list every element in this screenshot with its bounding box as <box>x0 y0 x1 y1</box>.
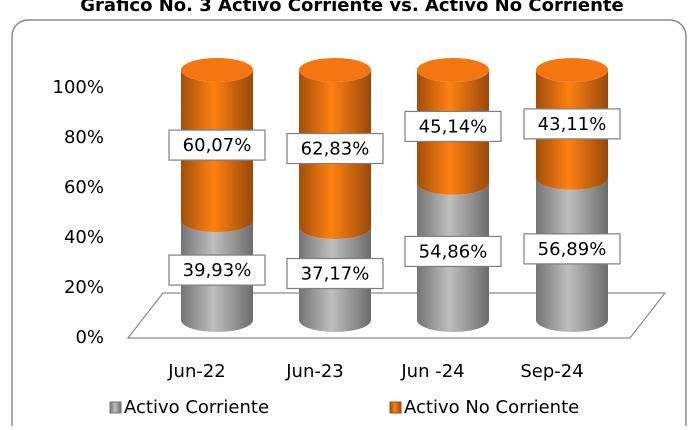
data-label: 45,14% <box>419 116 488 137</box>
data-label-box <box>168 254 266 286</box>
data-label: 60,07% <box>183 135 252 156</box>
y-tick-label: 80% <box>64 127 104 148</box>
data-label: 39,93% <box>183 260 252 281</box>
data-label: 56,89% <box>538 239 607 260</box>
data-label: 43,11% <box>538 114 607 135</box>
legend-swatch <box>389 401 402 414</box>
data-label-box <box>404 235 502 268</box>
data-label-box <box>286 257 384 290</box>
x-tick-label: Jun-22 <box>167 361 226 382</box>
floor <box>126 292 667 339</box>
bar-top <box>299 58 371 82</box>
legend-swatch <box>109 401 122 414</box>
bar-top <box>536 58 608 82</box>
x-tick-label: Jun-23 <box>285 361 344 382</box>
y-tick-label: 60% <box>64 177 104 198</box>
data-label: 37,17% <box>301 264 370 285</box>
legend-label: Activo Corriente <box>124 397 269 418</box>
data-label-box <box>286 132 384 165</box>
x-tick-label: Jun -24 <box>400 361 464 382</box>
y-tick-label: 40% <box>64 227 104 248</box>
legend-label: Activo No Corriente <box>404 397 579 418</box>
data-label-box <box>168 129 266 161</box>
data-label-box <box>523 108 621 140</box>
data-label: 54,86% <box>419 241 488 262</box>
data-label-box <box>404 110 502 143</box>
chart-title: Gráfico No. 3 Activo Corriente vs. Activ… <box>80 0 623 16</box>
data-label: 62,83% <box>301 139 370 160</box>
data-label-box <box>523 233 621 265</box>
x-tick-label: Sep-24 <box>520 361 583 382</box>
bar-top <box>417 58 489 82</box>
y-tick-label: 20% <box>64 277 104 298</box>
y-tick-label: 100% <box>53 77 104 98</box>
y-tick-label: 0% <box>75 327 104 348</box>
bar-top <box>181 58 253 82</box>
